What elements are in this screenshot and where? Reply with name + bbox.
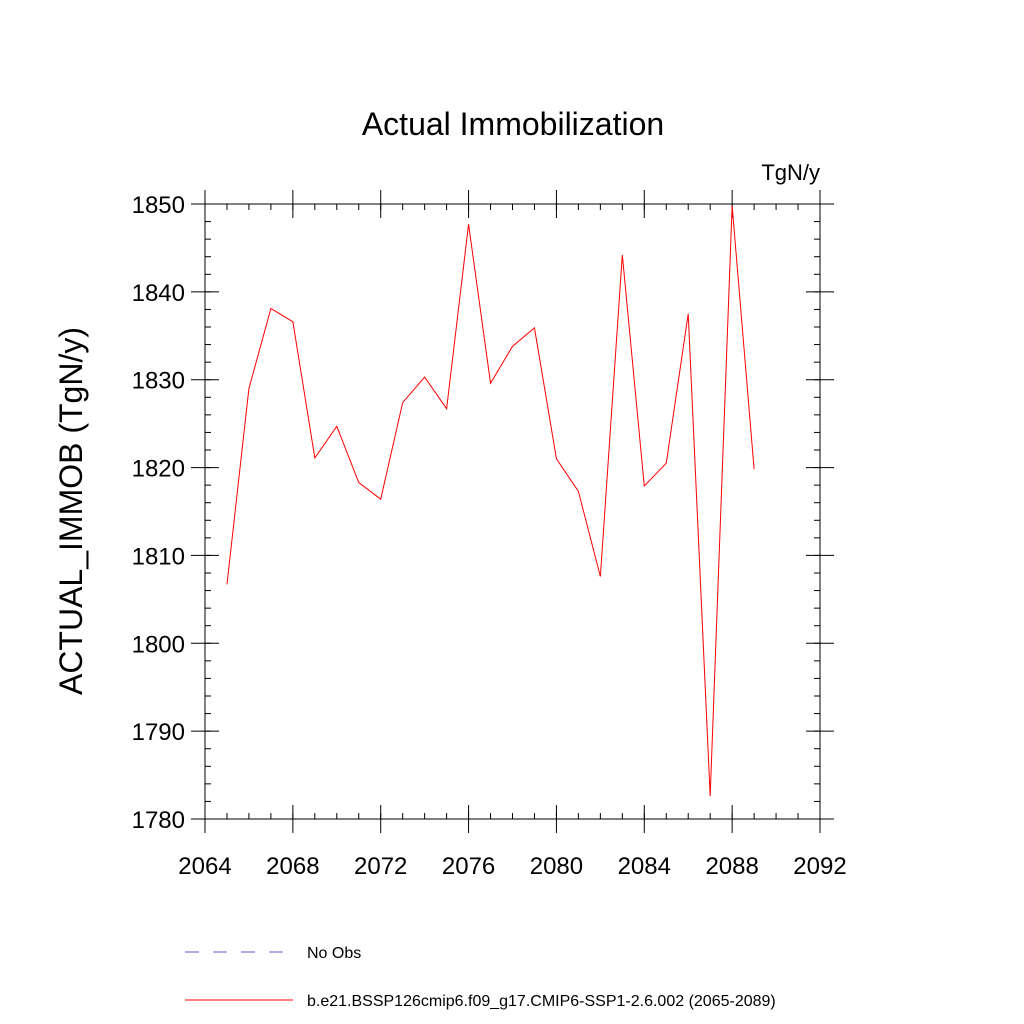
x-tick-label: 2088 (705, 853, 758, 880)
plot-frame (204, 203, 821, 820)
x-minor-ticks (204, 204, 821, 819)
legend: No Obs b.e21.BSSP126cmip6.f09_g17.CMIP6-… (185, 945, 776, 1010)
y-axis-label: ACTUAL_IMMOB (TgN/y) (53, 327, 89, 695)
legend-label-model: b.e21.BSSP126cmip6.f09_g17.CMIP6-SSP1-2.… (307, 993, 776, 1010)
y-tick-label: 1780 (132, 807, 185, 834)
y-tick-label: 1820 (132, 456, 185, 483)
y-tick-label: 1850 (132, 192, 185, 219)
y-tick-label: 1840 (132, 280, 185, 307)
x-tick-label: 2068 (266, 853, 319, 880)
y-major-ticks (191, 203, 834, 820)
x-tick-label: 2072 (354, 853, 407, 880)
series-layer (226, 205, 755, 797)
x-major-ticks (204, 190, 821, 833)
y-tick-label: 1830 (132, 368, 185, 395)
x-tick-label: 2076 (442, 853, 495, 880)
x-tick-label: 2064 (178, 853, 231, 880)
y-minor-ticks (205, 203, 820, 820)
y-tick-label: 1790 (132, 719, 185, 746)
chart-title: Actual Immobilization (362, 106, 664, 142)
units-label: TgN/y (761, 160, 820, 185)
legend-label-no-obs: No Obs (307, 945, 361, 962)
y-tick-labels: 1780 1790 1800 1810 1820 1830 1840 1850 (132, 192, 185, 834)
series-line-1 (226, 205, 755, 797)
x-tick-labels: 2064 2068 2072 2076 2080 2084 2088 2092 (178, 853, 846, 880)
x-tick-label: 2084 (618, 853, 671, 880)
y-tick-label: 1800 (132, 631, 185, 658)
x-tick-label: 2080 (530, 853, 583, 880)
y-tick-label: 1810 (132, 543, 185, 570)
x-tick-label: 2092 (793, 853, 846, 880)
